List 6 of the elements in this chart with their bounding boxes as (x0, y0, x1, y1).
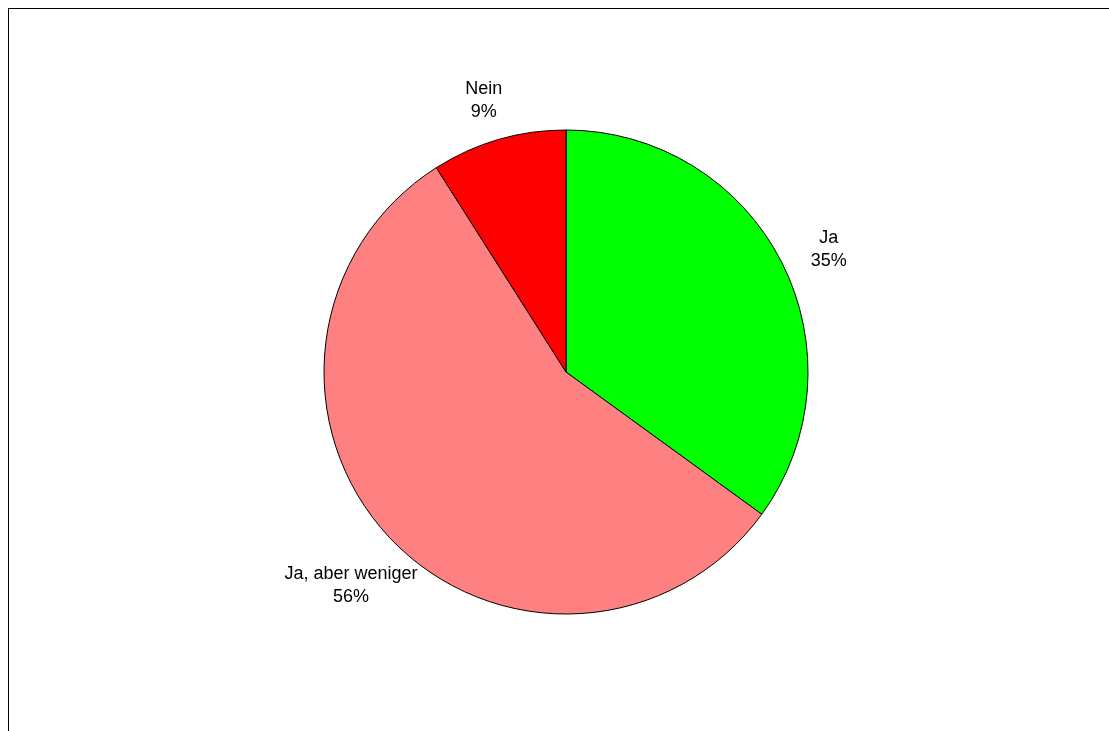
slice-label: Ja (819, 227, 840, 248)
data-label: 56% (332, 585, 369, 606)
data-label: 9% (470, 100, 497, 121)
slice-label: Nein (465, 77, 503, 98)
data-label: 35% (810, 250, 847, 271)
slice-label: Ja, aber weniger (284, 562, 418, 583)
